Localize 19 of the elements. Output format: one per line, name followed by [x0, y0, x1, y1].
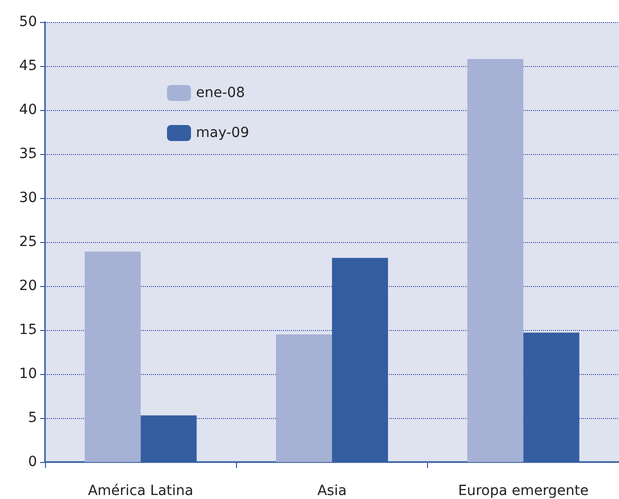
y-tick-label: 35 [19, 146, 37, 162]
y-tick-label: 0 [28, 454, 37, 470]
y-tick-label: 10 [19, 366, 37, 382]
bar [84, 252, 141, 462]
y-tick-label: 15 [19, 322, 37, 338]
x-tick-label: América Latina [88, 483, 194, 499]
bar [467, 58, 524, 462]
y-tick-label: 45 [19, 58, 37, 74]
legend-label: ene-08 [196, 85, 245, 101]
y-tick-label: 40 [19, 102, 37, 118]
bar [276, 334, 332, 462]
y-tick-label: 25 [19, 234, 37, 250]
y-tick-label: 5 [28, 410, 37, 426]
legend-label: may-09 [196, 125, 250, 141]
y-tick-label: 50 [19, 14, 37, 30]
y-tick-label: 20 [19, 278, 37, 294]
x-tick-label: Europa emergente [458, 483, 589, 499]
x-tick-label: Asia [317, 483, 347, 499]
y-tick-label: 30 [19, 190, 37, 206]
